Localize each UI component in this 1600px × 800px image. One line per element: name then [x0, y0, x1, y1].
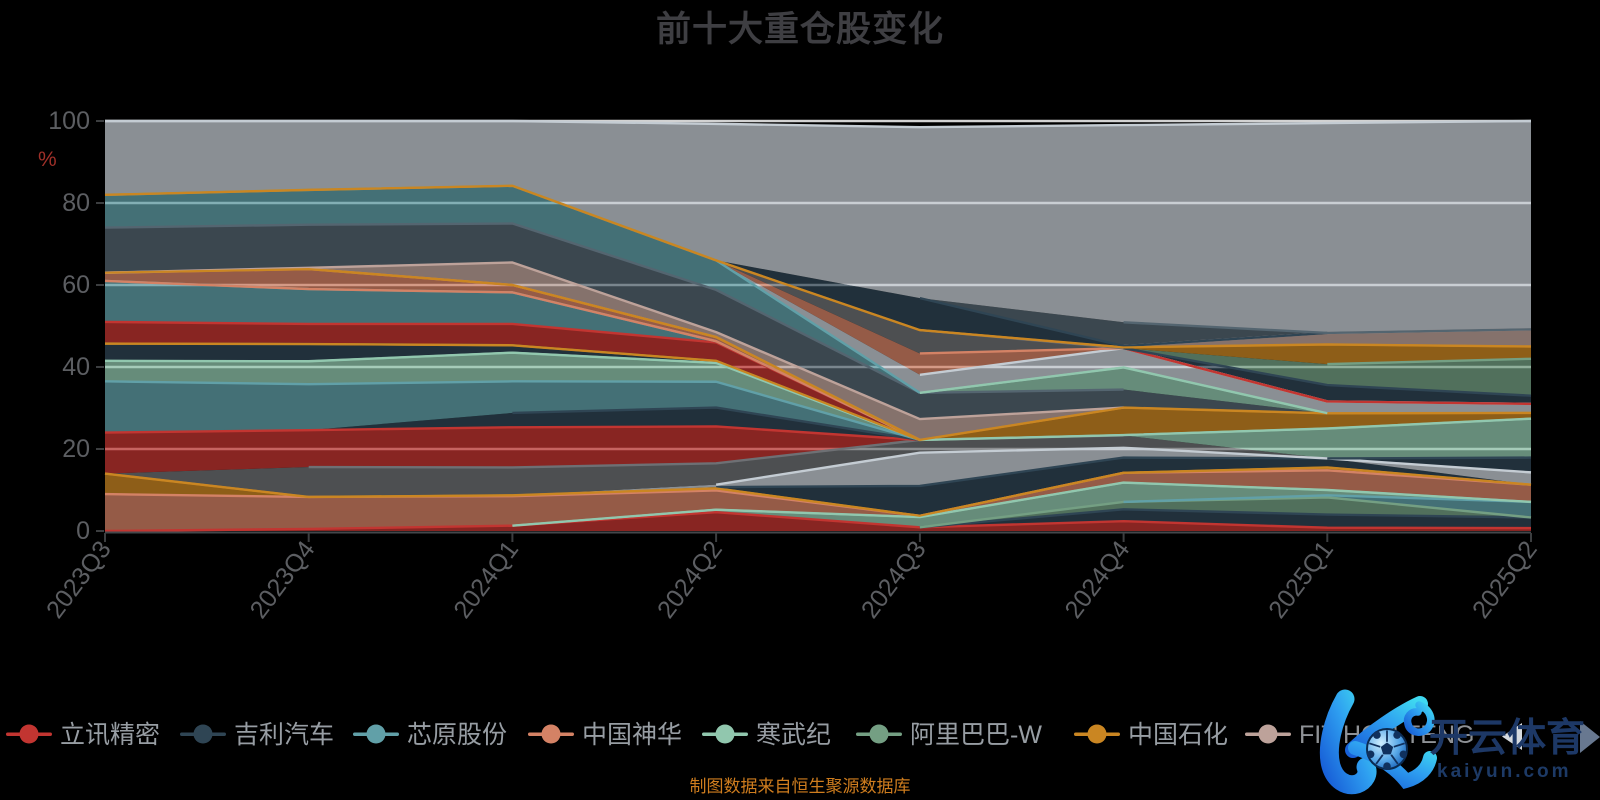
- svg-text:40: 40: [62, 353, 90, 381]
- svg-text:前十大重仓股变化: 前十大重仓股变化: [656, 10, 944, 49]
- svg-text:制图数据来自恒生聚源数据库: 制图数据来自恒生聚源数据库: [690, 777, 911, 796]
- svg-text:阿里巴巴-W: 阿里巴巴-W: [910, 721, 1042, 749]
- svg-text:芯原股份: 芯原股份: [407, 721, 507, 749]
- svg-text:80: 80: [62, 189, 90, 217]
- svg-text:开云体育: 开云体育: [1429, 717, 1585, 760]
- svg-text:寒武纪: 寒武纪: [756, 721, 831, 749]
- svg-text:100: 100: [48, 107, 90, 135]
- svg-text:0: 0: [76, 517, 90, 545]
- svg-text:中国神华: 中国神华: [582, 721, 682, 749]
- svg-text:立讯精密: 立讯精密: [60, 721, 160, 749]
- svg-text:%: %: [38, 148, 57, 171]
- svg-text:kaiyun.com: kaiyun.com: [1437, 761, 1572, 782]
- svg-text:中国石化: 中国石化: [1128, 721, 1228, 749]
- svg-text:20: 20: [62, 435, 90, 463]
- svg-text:吉利汽车: 吉利汽车: [234, 721, 334, 749]
- svg-text:60: 60: [62, 271, 90, 299]
